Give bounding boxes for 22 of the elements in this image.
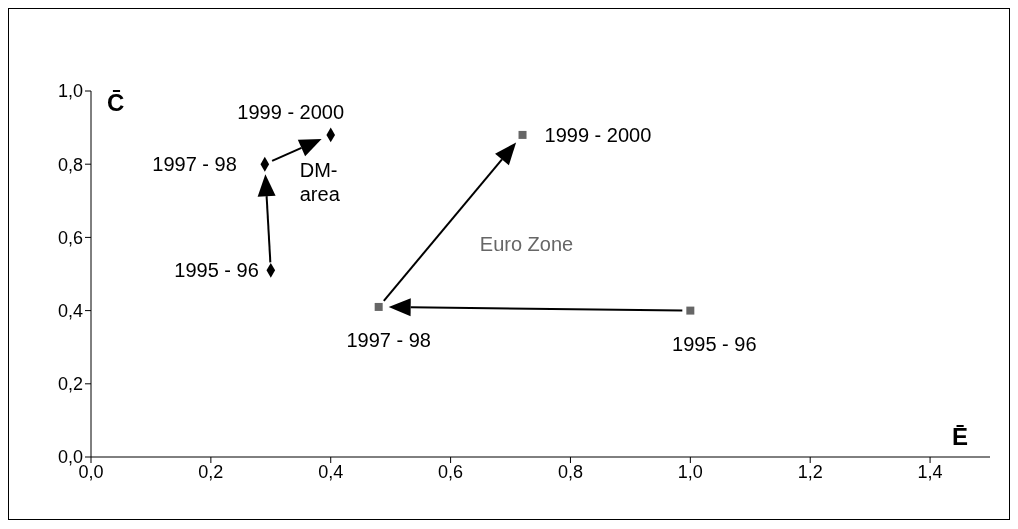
annotation: 1997 - 98	[346, 328, 431, 351]
y-tick-label: 0,6	[57, 227, 83, 248]
x-tick-label: 0,2	[198, 461, 224, 482]
y-tick-label: 0,8	[57, 154, 83, 175]
x-tick-label: 1,4	[917, 461, 943, 482]
x-tick-label: 0,6	[438, 461, 464, 482]
annotation: 1997 - 98	[152, 153, 237, 176]
x-axis-title: Ē	[952, 423, 969, 450]
x-tick-label: 0,8	[557, 461, 583, 482]
x-tick-label: 1,2	[797, 461, 823, 482]
legend-label: DM-area	[299, 158, 341, 205]
annotation: 1999 - 2000	[544, 123, 652, 146]
annotation: 1995 - 96	[174, 259, 259, 282]
y-tick-label: 0,2	[57, 374, 83, 395]
y-tick-label: 0,4	[57, 300, 83, 321]
annotation: 1995 - 96	[672, 332, 757, 355]
text: Euro Zone	[479, 232, 574, 255]
x-tick-label: 0,4	[318, 461, 344, 482]
annotation: 1999 - 2000	[237, 100, 345, 123]
y-tick-label: 1,0	[57, 81, 83, 102]
x-tick-label: 1,0	[677, 461, 703, 482]
y-axis-title: C̄	[107, 89, 125, 116]
